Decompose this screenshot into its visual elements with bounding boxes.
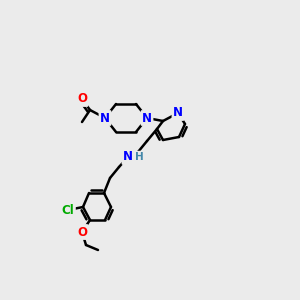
Text: N: N bbox=[123, 151, 133, 164]
Text: N: N bbox=[100, 112, 110, 124]
Text: H: H bbox=[135, 152, 143, 162]
Text: O: O bbox=[77, 226, 87, 238]
Text: N: N bbox=[142, 112, 152, 124]
Text: N: N bbox=[173, 106, 183, 119]
Text: Cl: Cl bbox=[61, 203, 74, 217]
Text: O: O bbox=[77, 92, 87, 106]
